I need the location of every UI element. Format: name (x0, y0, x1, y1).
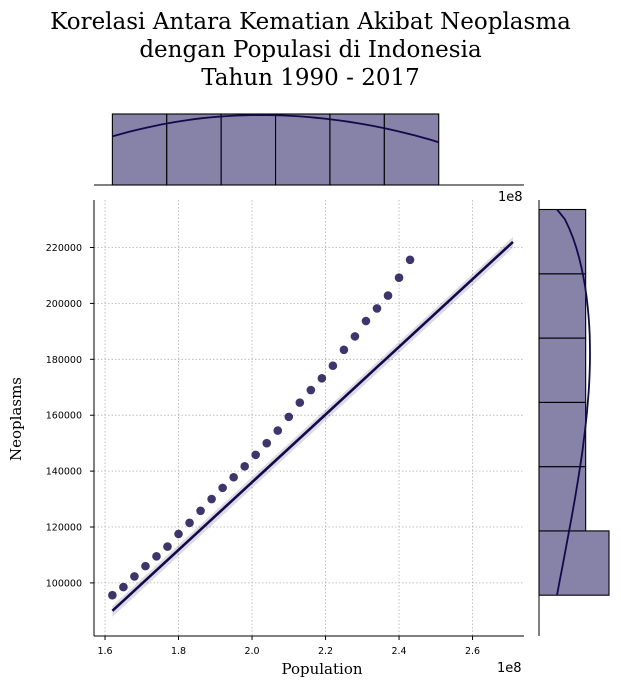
scatter-point (273, 426, 283, 435)
regression-line-group (111, 240, 514, 612)
y-tick-label: 120000 (46, 523, 82, 534)
marginal-x-bar (220, 113, 277, 186)
scatter-point (295, 398, 305, 407)
marginal-x-bar (329, 113, 385, 186)
scatter-points (108, 255, 415, 600)
scatter-point (350, 332, 360, 341)
scatter-point (361, 316, 371, 326)
y-tick-label: 180000 (46, 355, 82, 366)
scatter-point (108, 590, 117, 600)
x-tick-label: 1.8 (171, 646, 186, 657)
marginal-x-histogram (94, 113, 524, 186)
scatter-point (394, 273, 404, 282)
x-tick-label: 2.0 (244, 646, 259, 657)
scatter-point (207, 494, 216, 504)
y-tick-label: 100000 (46, 578, 82, 589)
scatter-point (185, 518, 194, 528)
scatter-point (405, 255, 415, 265)
scatter-point (119, 582, 128, 592)
x-tick-label: 2.4 (391, 646, 406, 657)
x-ticks: 1.6 1.8 2.0 2.2 2.4 2.6 (97, 636, 480, 657)
regression-line (111, 240, 514, 612)
marginal-y-bar (538, 401, 587, 468)
scatter-point (130, 572, 139, 581)
scatter-point (383, 291, 393, 300)
scatter-point (163, 542, 172, 551)
scatter-point (306, 385, 316, 395)
marginal-y-bar (538, 530, 610, 596)
grid (94, 200, 524, 636)
scatter-point (218, 483, 227, 493)
x-offset-label: 1e8 (497, 661, 522, 676)
chart-title: Korelasi Antara Kematian Akibat Neoplasm… (0, 8, 621, 92)
title-line-1: Korelasi Antara Kematian Akibat Neoplasm… (50, 9, 571, 35)
marginal-y-bar (538, 337, 587, 403)
marginal-y-kde (556, 208, 591, 596)
y-tick-label: 200000 (46, 299, 82, 310)
x-top-offset-label: 1e8 (498, 190, 523, 205)
marginal-y-histogram (538, 200, 610, 636)
y-tick-label: 140000 (46, 467, 82, 478)
marginal-x-bar (166, 113, 222, 186)
scatter-point (284, 412, 294, 422)
x-tick-label: 2.6 (465, 646, 480, 657)
title-line-3: Tahun 1990 - 2017 (201, 65, 420, 91)
marginal-y-bar (538, 273, 587, 339)
marginal-x-kde (112, 114, 439, 144)
scatter-point (262, 438, 272, 448)
scatter-point (141, 561, 150, 571)
y-ticks: 100000 120000 140000 160000 180000 200000 2200… (46, 243, 94, 589)
x-tick-label: 2.2 (318, 646, 333, 657)
x-tick-label: 1.6 (97, 646, 112, 657)
axes (93, 200, 524, 637)
x-axis-label: Population (281, 660, 362, 678)
scatter-point (240, 462, 249, 471)
scatter-point (317, 374, 327, 383)
marginal-x-bar (275, 113, 331, 186)
scatter-point (339, 345, 349, 355)
y-tick-label: 160000 (46, 411, 82, 422)
title-line-2: dengan Populasi di Indonesia (139, 37, 482, 63)
scatter-point (229, 472, 238, 482)
scatter-point (372, 304, 382, 313)
marginal-x-bar (383, 113, 440, 186)
scatter-point (174, 529, 183, 539)
scatter-point (251, 450, 261, 460)
scatter-point (152, 552, 161, 561)
y-axis-label: Neoplasms (7, 377, 25, 461)
marginal-y-bar (538, 208, 587, 275)
scatter-point (196, 506, 205, 516)
y-tick-label: 220000 (46, 243, 82, 254)
scatter-point (328, 361, 338, 371)
